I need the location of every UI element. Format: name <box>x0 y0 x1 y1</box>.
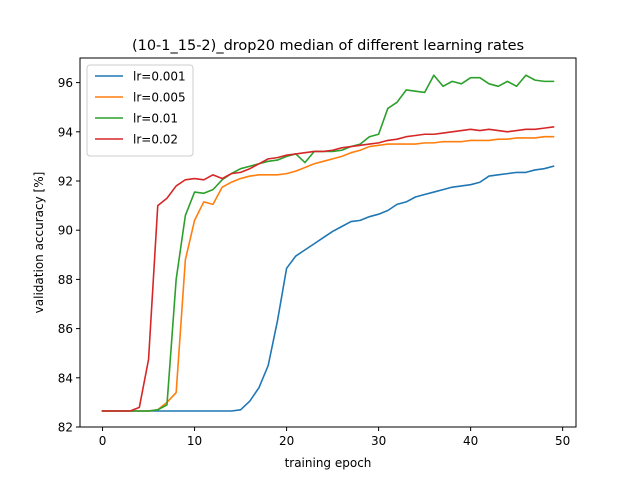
x-tick-label: 40 <box>463 434 478 448</box>
y-tick-label: 82 <box>58 421 73 435</box>
y-axis-label: validation accuracy [%] <box>32 172 46 314</box>
x-axis: 0 10 20 30 40 50 <box>99 427 570 448</box>
series-line-lr-0-02 <box>101 125 555 412</box>
legend-label: lr=0.001 <box>133 70 186 84</box>
y-tick-label: 94 <box>58 125 73 139</box>
legend: lr=0.001 lr=0.005 lr=0.01 lr=0.02 <box>86 64 194 157</box>
x-tick-label: 30 <box>371 434 386 448</box>
y-tick-label: 92 <box>58 175 73 189</box>
series-line-lr-0-001 <box>101 165 555 412</box>
legend-label: lr=0.01 <box>133 112 178 126</box>
x-tick-label: 0 <box>99 434 107 448</box>
y-tick-label: 86 <box>58 322 73 336</box>
y-tick-label: 84 <box>58 371 73 385</box>
axes-frame <box>79 57 577 428</box>
x-tick-label: 10 <box>187 434 202 448</box>
chart-title: (10-1_15-2)_drop20 median of different l… <box>132 38 524 54</box>
x-axis-label: training epoch <box>285 456 372 470</box>
legend-label: lr=0.02 <box>133 133 178 147</box>
legend-label: lr=0.005 <box>133 91 186 105</box>
x-tick-label: 20 <box>279 434 294 448</box>
y-axis: 82 84 86 88 90 92 94 96 <box>58 76 80 435</box>
legend-box <box>86 64 194 157</box>
series-line-lr-0-005 <box>101 135 555 412</box>
y-tick-label: 96 <box>58 76 73 90</box>
plot-area <box>101 74 555 412</box>
y-tick-label: 88 <box>58 273 73 287</box>
x-tick-label: 50 <box>555 434 570 448</box>
y-tick-label: 90 <box>58 224 73 238</box>
